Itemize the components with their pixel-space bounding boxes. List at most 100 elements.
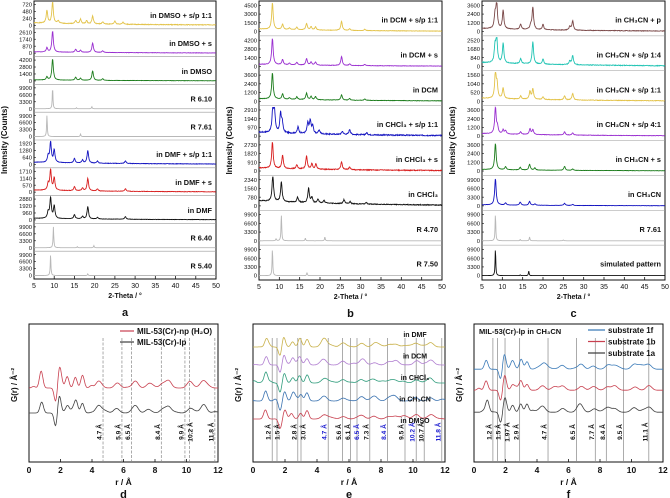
y-tick-label: 0 bbox=[477, 274, 480, 280]
x-tick-label: 40 bbox=[397, 284, 405, 291]
reference-line-label: 5.6 Å bbox=[334, 424, 343, 440]
x-tick-label: 40 bbox=[620, 284, 628, 291]
x-tick-label: 10 bbox=[182, 465, 192, 475]
y-tick-label: 640 bbox=[22, 155, 32, 161]
y-tick-label: 0 bbox=[477, 204, 480, 210]
panel-d: G(r) / Å⁻² 4.7 Å 5.9 Å 6.5 Å 8.4 Å 9.9 Å 10.2 … bbox=[10, 323, 219, 463]
panel-label: d bbox=[120, 489, 127, 498]
y-tick-label: 9900 bbox=[19, 86, 32, 92]
x-tick-label: 6 bbox=[566, 465, 571, 475]
y-tick-label: 6600 bbox=[19, 260, 32, 266]
y-tick-label: 0 bbox=[29, 162, 32, 168]
y-tick-label: 2400 bbox=[244, 82, 257, 88]
xrd-trace bbox=[33, 31, 216, 54]
series-label: in DMSO bbox=[182, 67, 213, 76]
x-tick-label: 2 bbox=[58, 465, 63, 475]
y-tick-label: 0 bbox=[29, 135, 32, 141]
panel-e: G(r) / Å⁻² 1.2 Å 1.5 Å 2.8 Å 3.0 Å 4.7 Å 5.6 Å… bbox=[234, 323, 446, 463]
y-axis-title: G(r) / Å⁻² bbox=[234, 368, 243, 402]
y-tick-label: 3300 bbox=[467, 230, 480, 236]
y-tick-label: 1940 bbox=[244, 117, 257, 123]
reference-line-label: 11.8 Å bbox=[206, 422, 215, 441]
y-tick-label: 4500 bbox=[244, 3, 257, 9]
panel-c: Intensity (Counts) 0 1200 2400 3600 in CH₃CN … bbox=[448, 0, 666, 281]
xrd-trace bbox=[258, 2, 442, 32]
reference-line-label: 7.3 Å bbox=[361, 424, 370, 440]
y-tick-label: 0 bbox=[29, 274, 32, 280]
xrd-trace bbox=[481, 2, 665, 32]
y-tick-label: 9900 bbox=[19, 253, 32, 259]
gr-trace bbox=[29, 395, 219, 427]
reference-line-label: 2.9 Å bbox=[511, 424, 520, 440]
y-tick-label: 6600 bbox=[19, 121, 32, 127]
legend-label: MIL-53(Cr)-lp bbox=[137, 338, 186, 347]
y-tick-label: 3600 bbox=[467, 143, 480, 149]
x-tick-label: 10 bbox=[627, 465, 637, 475]
x-tick-label: 10 bbox=[50, 283, 58, 290]
xrd-trace bbox=[33, 140, 217, 165]
y-tick-label: 1820 bbox=[244, 152, 257, 158]
y-tick-label: 2400 bbox=[467, 152, 480, 158]
series-label: in DMSO bbox=[400, 418, 430, 425]
reference-line-label: 6.1 Å bbox=[343, 424, 352, 440]
gr-trace bbox=[253, 354, 445, 373]
xrd-trace bbox=[33, 168, 216, 193]
x-tick-label: 0 bbox=[472, 465, 477, 475]
panel-f-x-axis: 0 2 4 6 8 10 12 r / Å f bbox=[472, 459, 668, 498]
reference-line-label: 1.5 Å bbox=[273, 424, 282, 440]
y-tick-label: 3000 bbox=[244, 12, 257, 18]
y-tick-label: 3300 bbox=[244, 230, 257, 236]
y-tick-label: 0 bbox=[29, 23, 32, 29]
reference-line-label: 10.2 Å bbox=[185, 422, 194, 442]
x-tick-label: 6 bbox=[121, 465, 126, 475]
series-label: in DCM bbox=[403, 354, 427, 361]
series-label: R 5.40 bbox=[191, 261, 213, 270]
y-tick-label: 1200 bbox=[244, 91, 257, 97]
y-tick-label: 9900 bbox=[467, 248, 480, 254]
x-tick-label: 8 bbox=[153, 465, 158, 475]
reference-line-label: 9.5 Å bbox=[397, 424, 406, 440]
xrd-trace bbox=[33, 195, 217, 221]
x-tick-label: 10 bbox=[275, 284, 283, 291]
gr-trace bbox=[474, 374, 663, 401]
y-tick-label: 1400 bbox=[244, 56, 257, 62]
y-tick-label: 3300 bbox=[244, 265, 257, 271]
x-axis-title: r / Å bbox=[341, 477, 358, 487]
y-tick-label: 4200 bbox=[244, 38, 257, 44]
panel-d-x-axis: 0 2 4 6 8 10 12 r / Å d bbox=[27, 459, 223, 498]
y-tick-label: 0 bbox=[477, 169, 480, 175]
y-tick-label: 6600 bbox=[244, 221, 257, 227]
series-label: in CHCl₃ + s bbox=[396, 155, 438, 164]
y-tick-label: 1680 bbox=[467, 47, 480, 53]
reference-line-label: 2.8 Å bbox=[289, 424, 298, 440]
y-tick-label: 970 bbox=[247, 126, 257, 132]
x-tick-label: 15 bbox=[519, 284, 527, 291]
series-label: in DMF + s bbox=[175, 178, 212, 187]
y-tick-label: 2800 bbox=[19, 65, 32, 71]
series-label: in DMF + s/p 1:1 bbox=[156, 150, 212, 159]
y-tick-label: 9900 bbox=[19, 225, 32, 231]
panel-e-x-axis: 0 2 4 6 8 10 12 r / Å e bbox=[251, 459, 450, 498]
x-tick-label: 4 bbox=[315, 465, 320, 475]
y-tick-label: 2520 bbox=[467, 38, 480, 44]
xrd-trace bbox=[481, 72, 665, 102]
y-tick-label: 0 bbox=[29, 107, 32, 113]
y-tick-label: 3300 bbox=[19, 100, 32, 106]
y-tick-label: 240 bbox=[22, 16, 32, 22]
x-tick-label: 20 bbox=[316, 284, 324, 291]
y-axis-title: Intensity (Counts) bbox=[448, 106, 457, 174]
xrd-trace bbox=[258, 106, 442, 138]
panel-a-x-axis: 5 10 15 20 25 30 35 40 45 50 2-Theta / ° a bbox=[32, 276, 220, 319]
x-tick-label: 8 bbox=[379, 465, 384, 475]
x-tick-label: 40 bbox=[172, 283, 180, 290]
xrd-trace bbox=[34, 90, 216, 110]
x-tick-label: 20 bbox=[91, 283, 99, 290]
x-tick-label: 12 bbox=[658, 465, 668, 475]
reference-line-label: 5.9 Å bbox=[113, 424, 122, 440]
x-tick-label: 2 bbox=[283, 465, 288, 475]
y-tick-label: 3300 bbox=[467, 195, 480, 201]
y-tick-label: 0 bbox=[254, 64, 257, 70]
panel-c-x-axis: 5 10 15 20 25 30 35 40 45 50 2-Theta / ° c bbox=[480, 277, 669, 320]
series-label: in CH₃CN bbox=[628, 190, 661, 199]
xrd-trace bbox=[481, 37, 666, 67]
